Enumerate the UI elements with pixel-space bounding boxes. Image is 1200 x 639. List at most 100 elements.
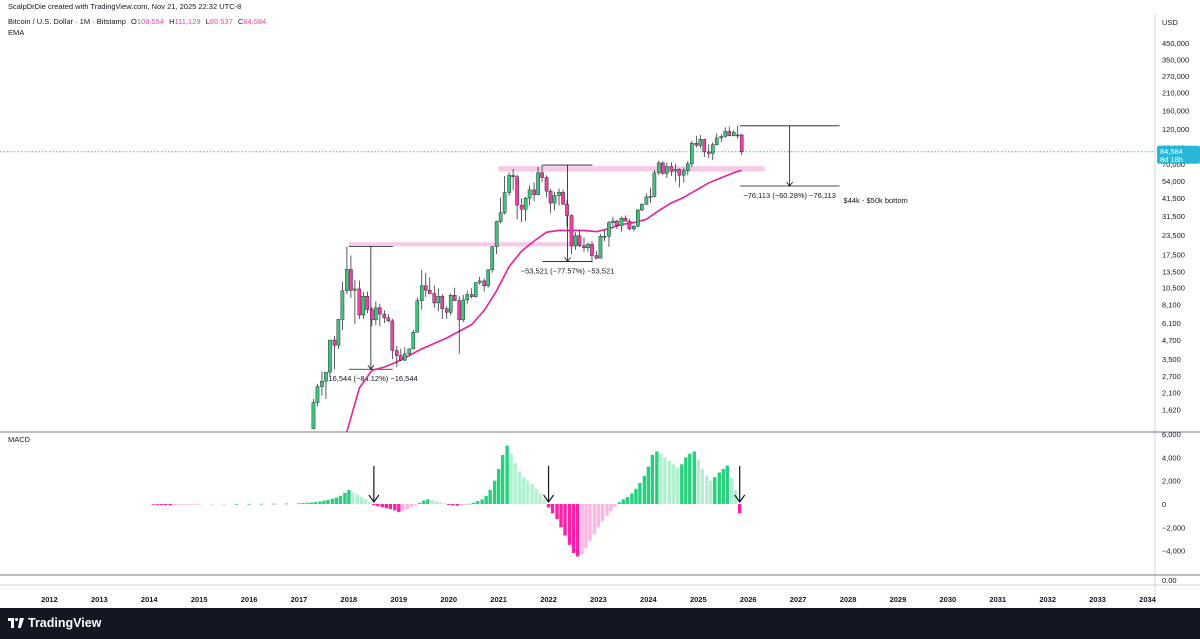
macd-bar [334, 497, 339, 504]
candle-body [482, 280, 486, 287]
footer-bar: TradingView [0, 608, 1200, 639]
candle-body [419, 285, 424, 301]
candle-body [677, 169, 682, 176]
macd-bar [521, 477, 526, 504]
candle [557, 188, 561, 206]
candle [565, 200, 569, 227]
macd-bar [492, 480, 497, 504]
time-tick-label: 2023 [590, 595, 607, 604]
price-tick-label: 2,700 [1162, 372, 1181, 381]
price-tick-label: 3,500 [1162, 355, 1181, 364]
macd-bar [567, 504, 572, 545]
candle [615, 219, 619, 230]
candle [577, 230, 582, 248]
macd-bar [347, 490, 351, 504]
candle-body [328, 339, 332, 373]
candle-body [557, 191, 561, 196]
macd-bar [730, 478, 734, 504]
candle [332, 335, 337, 370]
macd-bar [338, 495, 343, 504]
candle-body [694, 143, 699, 146]
open-value: 109,554 [136, 17, 165, 26]
macd-bar [675, 467, 680, 504]
candle [636, 208, 640, 228]
candle-body [432, 293, 437, 304]
candle [444, 306, 449, 319]
candle-body [361, 296, 366, 316]
candle-body [448, 295, 453, 313]
time-tick-label: 2030 [940, 595, 957, 604]
candle-body [665, 166, 669, 174]
tradingview-logo[interactable]: TradingView [8, 616, 101, 630]
price-chart[interactable]: USD 450,000 350,000 270,000 210,000 160,000 12… [0, 0, 1200, 608]
candle [573, 232, 578, 250]
candle-body [682, 170, 686, 176]
candle-body [657, 162, 661, 174]
high-value: 111,129 [174, 17, 201, 26]
candle [523, 196, 528, 221]
candle [594, 251, 599, 260]
macd-bar [700, 469, 704, 504]
candle-body [623, 218, 628, 222]
candle-body [477, 280, 482, 283]
time-tick-label: 2025 [690, 595, 707, 604]
macd-bar [517, 471, 522, 504]
time-tick-label: 2029 [890, 595, 907, 604]
measure-label: −53,521 (−77.57%) −53,521 [521, 266, 615, 275]
macd-bar [326, 499, 330, 504]
low-label: L [205, 17, 210, 26]
high-label: H [169, 17, 175, 26]
macd-tick-label: 4,000 [1162, 453, 1181, 462]
candle [640, 203, 644, 211]
price-tick-label: 10,500 [1162, 284, 1185, 293]
macd-bar [505, 445, 509, 504]
macd-bar [330, 498, 335, 504]
macd-bar [259, 503, 264, 505]
down-arrow-icon [734, 494, 746, 504]
candle-body [340, 290, 345, 320]
candle-body [427, 289, 432, 294]
candle-body [661, 162, 665, 174]
macd-bar [467, 503, 472, 505]
time-tick-label: 2013 [91, 595, 108, 604]
candle [357, 280, 362, 319]
candle-body [407, 348, 412, 355]
candle-body [452, 295, 457, 301]
candle [515, 174, 519, 220]
candle-body [457, 300, 462, 321]
macd-bar [168, 504, 172, 506]
candle-body [615, 220, 619, 226]
macd-bar [634, 488, 638, 504]
candle-body [714, 137, 719, 145]
candle [473, 282, 478, 298]
candle [619, 216, 624, 232]
macd-bar [160, 504, 164, 505]
macd-bar [451, 504, 455, 506]
macd-bar [359, 497, 364, 504]
candle-body [403, 353, 407, 361]
candle-body [632, 225, 636, 230]
macd-indicator-label[interactable]: MACD [8, 435, 31, 444]
symbol-name[interactable]: Bitcoin / U.S. Dollar · 1M · Bitstamp [8, 17, 126, 26]
price-axis-currency: USD [1162, 18, 1178, 27]
time-tick-label: 2026 [740, 595, 757, 604]
macd-bar [513, 463, 517, 504]
candle-body [311, 402, 316, 430]
macd-bar [459, 504, 463, 506]
candle-body [698, 139, 703, 146]
candle [378, 303, 382, 327]
candle [340, 281, 345, 330]
macd-bar [688, 453, 692, 504]
macd-bar [463, 504, 467, 505]
candle [561, 189, 565, 205]
ema-indicator-label[interactable]: EMA [8, 28, 25, 37]
candle-body [349, 269, 353, 291]
candle-body [590, 243, 594, 256]
macd-bar [434, 501, 438, 504]
candle [365, 291, 370, 314]
candle-body [735, 134, 740, 137]
candle-body [395, 350, 399, 356]
macd-bar [380, 504, 385, 508]
macd-bar [156, 504, 160, 505]
macd-bar [234, 503, 239, 505]
